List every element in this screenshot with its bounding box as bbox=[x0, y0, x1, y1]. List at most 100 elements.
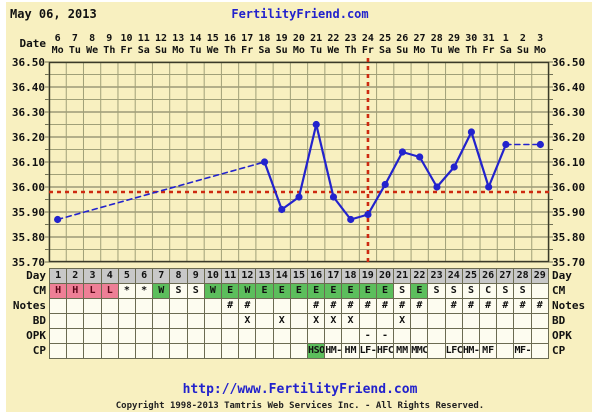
temp-point bbox=[433, 183, 441, 191]
cm-cell: E bbox=[325, 284, 343, 298]
day-cell: 28 bbox=[514, 269, 532, 283]
date-cell: 12 bbox=[155, 33, 168, 44]
opk-cell bbox=[153, 329, 171, 343]
bd-cell bbox=[411, 314, 429, 328]
row-label: CP bbox=[32, 344, 46, 357]
day-cell: 23 bbox=[428, 269, 446, 283]
cp-cell: MM bbox=[394, 344, 412, 358]
y-axis-label: 36.50 bbox=[552, 55, 586, 69]
cp-cell: LFC bbox=[445, 344, 463, 358]
notes-cell: # bbox=[445, 299, 463, 313]
temp-point bbox=[450, 163, 458, 171]
weekday-cell: Mo bbox=[172, 45, 185, 56]
day-cell: 21 bbox=[394, 269, 412, 283]
cm-cell: S bbox=[497, 284, 515, 298]
cm-cell: * bbox=[136, 284, 154, 298]
weekday-cell: Sa bbox=[499, 45, 512, 56]
cp-cell bbox=[239, 344, 257, 358]
cm-cell: H bbox=[50, 284, 68, 298]
y-axis-label: 36.00 bbox=[11, 180, 45, 194]
cm-cell: E bbox=[256, 284, 274, 298]
cm-cell: E bbox=[359, 284, 377, 298]
date-cell: 29 bbox=[447, 33, 461, 44]
opk-cell bbox=[67, 329, 85, 343]
temp-line bbox=[453, 130, 473, 169]
temp-point bbox=[467, 128, 476, 136]
y-axis-label: 36.40 bbox=[11, 80, 45, 94]
weekday-cell: Mo bbox=[413, 45, 426, 56]
bd-cell bbox=[153, 314, 171, 328]
cm-cell: S bbox=[428, 284, 446, 298]
cm-cell: S bbox=[170, 284, 188, 298]
date-cell: 24 bbox=[361, 33, 374, 44]
weekday-cell: Sa bbox=[258, 45, 271, 56]
cm-cell: L bbox=[101, 284, 119, 298]
opk-cell bbox=[256, 329, 274, 343]
cm-row: H H L L * * W S S W E W E E E E E E E E S E S S S C S S bbox=[49, 283, 549, 299]
date-cell: 16 bbox=[223, 33, 236, 44]
temp-line bbox=[332, 195, 352, 221]
notes-cell bbox=[118, 299, 137, 313]
fertilityfriend-link[interactable]: FertilityFriend.com bbox=[231, 7, 369, 21]
date-axis-label: Date bbox=[19, 37, 47, 50]
copyright: Copyright 1998-2013 Tamtris Web Services… bbox=[115, 401, 485, 411]
y-axis-label: 36.10 bbox=[552, 155, 586, 169]
temp-line bbox=[487, 143, 507, 189]
bd-cell bbox=[531, 314, 548, 328]
weekday-cell: Mo bbox=[51, 45, 64, 56]
temp-point bbox=[312, 120, 320, 129]
plot-border bbox=[48, 61, 550, 263]
notes-cell bbox=[50, 299, 68, 313]
weekday-cell: Su bbox=[155, 45, 168, 56]
day-cell: 13 bbox=[256, 269, 274, 283]
temp-point bbox=[278, 205, 286, 214]
notes-row: # # # # # # # # # # # # # # # bbox=[49, 298, 549, 314]
chart-date: May 06, 2013 bbox=[10, 7, 97, 21]
bd-cell bbox=[187, 314, 205, 328]
bd-cell bbox=[445, 314, 463, 328]
temp-point bbox=[364, 210, 372, 219]
notes-cell: # bbox=[480, 299, 498, 313]
weekday-cell: We bbox=[327, 45, 340, 56]
opk-cell bbox=[273, 329, 291, 343]
cp-cell bbox=[101, 344, 119, 358]
notes-cell bbox=[67, 299, 85, 313]
cp-cell bbox=[290, 344, 309, 358]
day-cell: 1 bbox=[50, 269, 68, 283]
weekday-cell: Su bbox=[516, 45, 529, 56]
cp-cell bbox=[50, 344, 68, 358]
temp-point bbox=[502, 140, 510, 149]
cp-cell: MF bbox=[480, 344, 498, 358]
cp-cell bbox=[256, 344, 274, 358]
temp-line-dashed bbox=[56, 161, 266, 221]
cp-cell bbox=[153, 344, 171, 358]
cm-cell: E bbox=[308, 284, 326, 298]
opk-cell bbox=[222, 329, 240, 343]
bd-cell bbox=[222, 314, 240, 328]
bd-cell bbox=[84, 314, 102, 328]
cp-cell: HM bbox=[342, 344, 360, 358]
y-axis-label: 36.30 bbox=[11, 105, 45, 119]
y-axis-label: 36.30 bbox=[552, 105, 586, 119]
cm-cell: S bbox=[462, 284, 481, 298]
opk-cell bbox=[342, 329, 360, 343]
opk-cell bbox=[445, 329, 463, 343]
temp-line bbox=[366, 183, 387, 216]
date-cell: 15 bbox=[206, 33, 219, 44]
bd-cell bbox=[428, 314, 446, 328]
cm-cell: S bbox=[187, 284, 205, 298]
day-cell: 8 bbox=[170, 269, 188, 283]
date-cell: 25 bbox=[379, 33, 392, 44]
footer-url[interactable]: http://www.FertilityFriend.com bbox=[182, 382, 418, 397]
row-label: CP bbox=[552, 344, 566, 357]
temp-line bbox=[470, 130, 490, 189]
bd-cell bbox=[497, 314, 515, 328]
date-cell: 2 bbox=[519, 33, 526, 44]
bd-cell bbox=[290, 314, 309, 328]
cp-cell: MMC bbox=[411, 344, 429, 358]
opk-cell bbox=[394, 329, 412, 343]
y-axis-label: 35.80 bbox=[11, 230, 45, 244]
opk-cell bbox=[84, 329, 102, 343]
